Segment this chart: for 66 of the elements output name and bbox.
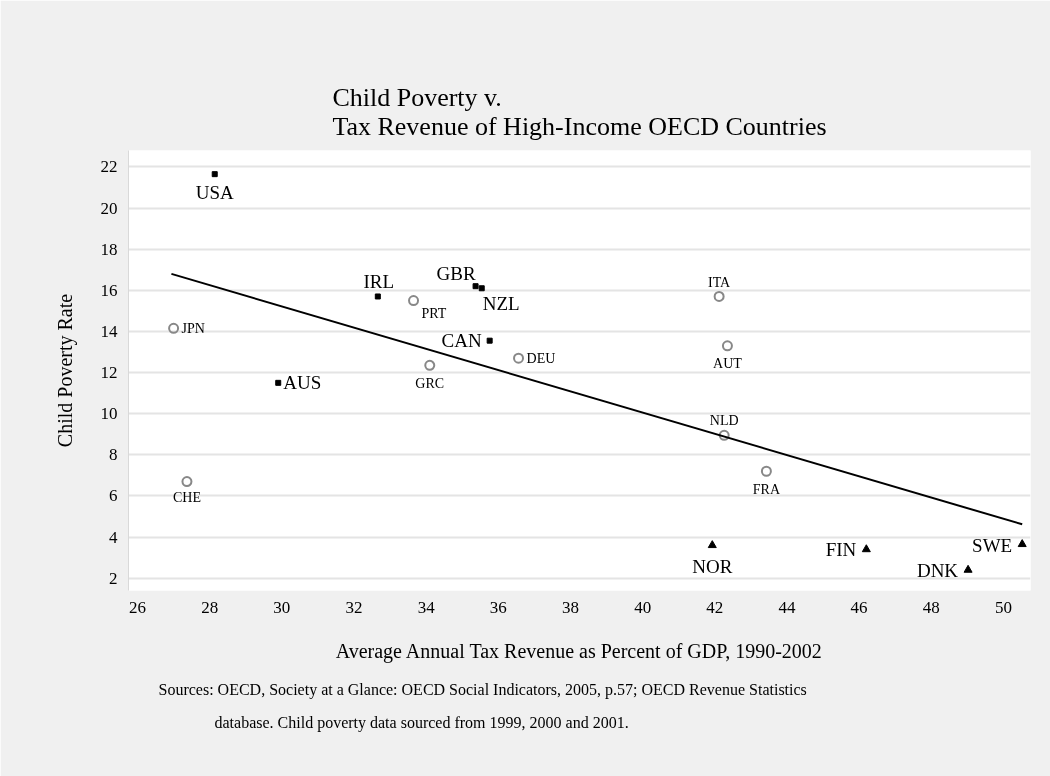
point bbox=[718, 429, 730, 441]
y-tick-label: 16 bbox=[100, 280, 118, 300]
point bbox=[211, 171, 218, 178]
y-tick-label: 20 bbox=[100, 198, 118, 218]
annotation: GBR bbox=[436, 262, 476, 284]
annotation: DEU bbox=[526, 350, 556, 366]
annotation: PRT bbox=[421, 306, 447, 322]
y-tick-label: 10 bbox=[100, 404, 118, 424]
annotation: GRC bbox=[415, 375, 445, 391]
annotation: CAN bbox=[441, 330, 482, 352]
x-tick-label: 34 bbox=[417, 597, 436, 617]
point bbox=[486, 337, 493, 344]
point bbox=[963, 564, 973, 573]
annotation: AUT bbox=[713, 356, 743, 372]
point bbox=[181, 476, 193, 488]
annotation: IRL bbox=[363, 270, 395, 292]
chart-title: Child Poverty v. Tax Revenue of High-Income OECD Countries bbox=[332, 82, 827, 141]
annotation: USA bbox=[195, 181, 235, 203]
y-tick-label: 2 bbox=[109, 568, 118, 588]
x-tick-label: 38 bbox=[561, 597, 579, 617]
annotation: JPN bbox=[181, 320, 205, 336]
x-tick-label: 50 bbox=[994, 597, 1012, 617]
x-tick-label: 26 bbox=[129, 597, 147, 617]
x-tick-label: 32 bbox=[345, 597, 363, 617]
point bbox=[275, 379, 282, 386]
x-tick-label: 28 bbox=[201, 597, 219, 617]
point bbox=[424, 359, 436, 371]
x-tick-label: 36 bbox=[489, 597, 507, 617]
point bbox=[168, 322, 180, 334]
annotation: SWE bbox=[972, 534, 1013, 556]
x-tick-label: 48 bbox=[922, 597, 940, 617]
y-tick-label: 22 bbox=[100, 157, 118, 177]
annotation: NZL bbox=[482, 292, 520, 314]
point bbox=[861, 544, 871, 553]
y-tick-label: 4 bbox=[109, 527, 118, 547]
y-tick-label: 8 bbox=[109, 445, 118, 465]
x-tick-label: 40 bbox=[634, 597, 652, 617]
point bbox=[513, 352, 525, 364]
point bbox=[472, 283, 479, 290]
x-tick-label: 30 bbox=[273, 597, 291, 617]
annotation: NOR bbox=[692, 555, 733, 577]
y-tick-label: 14 bbox=[100, 321, 118, 341]
x-tick-label: 44 bbox=[778, 597, 796, 617]
point bbox=[713, 290, 725, 302]
point bbox=[408, 295, 420, 307]
x-axis-title: Average Annual Tax Revenue as Percent of GDP, 1990-2002 bbox=[335, 639, 822, 663]
point bbox=[1017, 539, 1027, 548]
y-tick-label: 12 bbox=[100, 363, 118, 383]
annotation: CHE bbox=[172, 490, 201, 506]
annotation: DNK bbox=[916, 560, 959, 582]
x-tick-label: 46 bbox=[850, 597, 868, 617]
point bbox=[374, 293, 381, 300]
annotation: ITA bbox=[708, 274, 732, 290]
y-tick-label: 6 bbox=[109, 486, 118, 506]
point bbox=[707, 540, 717, 549]
y-axis-title: Child Poverty Rate bbox=[53, 293, 77, 448]
source-note: Sources: OECD, Society at a Glance: OECD Social Indicators, 2005, p.57; OECD Revenue Statistics database. Child poverty data sourced from 1999, 2000 and 2001. bbox=[158, 680, 807, 732]
annotation: FRA bbox=[752, 481, 781, 497]
y-tick-label: 18 bbox=[100, 239, 118, 259]
point bbox=[721, 340, 733, 352]
point bbox=[478, 285, 485, 292]
annotation: NLD bbox=[709, 412, 739, 428]
annotation: AUS bbox=[283, 372, 322, 394]
x-tick-label: 42 bbox=[706, 597, 724, 617]
point bbox=[760, 465, 772, 477]
annotation: FIN bbox=[825, 538, 857, 560]
